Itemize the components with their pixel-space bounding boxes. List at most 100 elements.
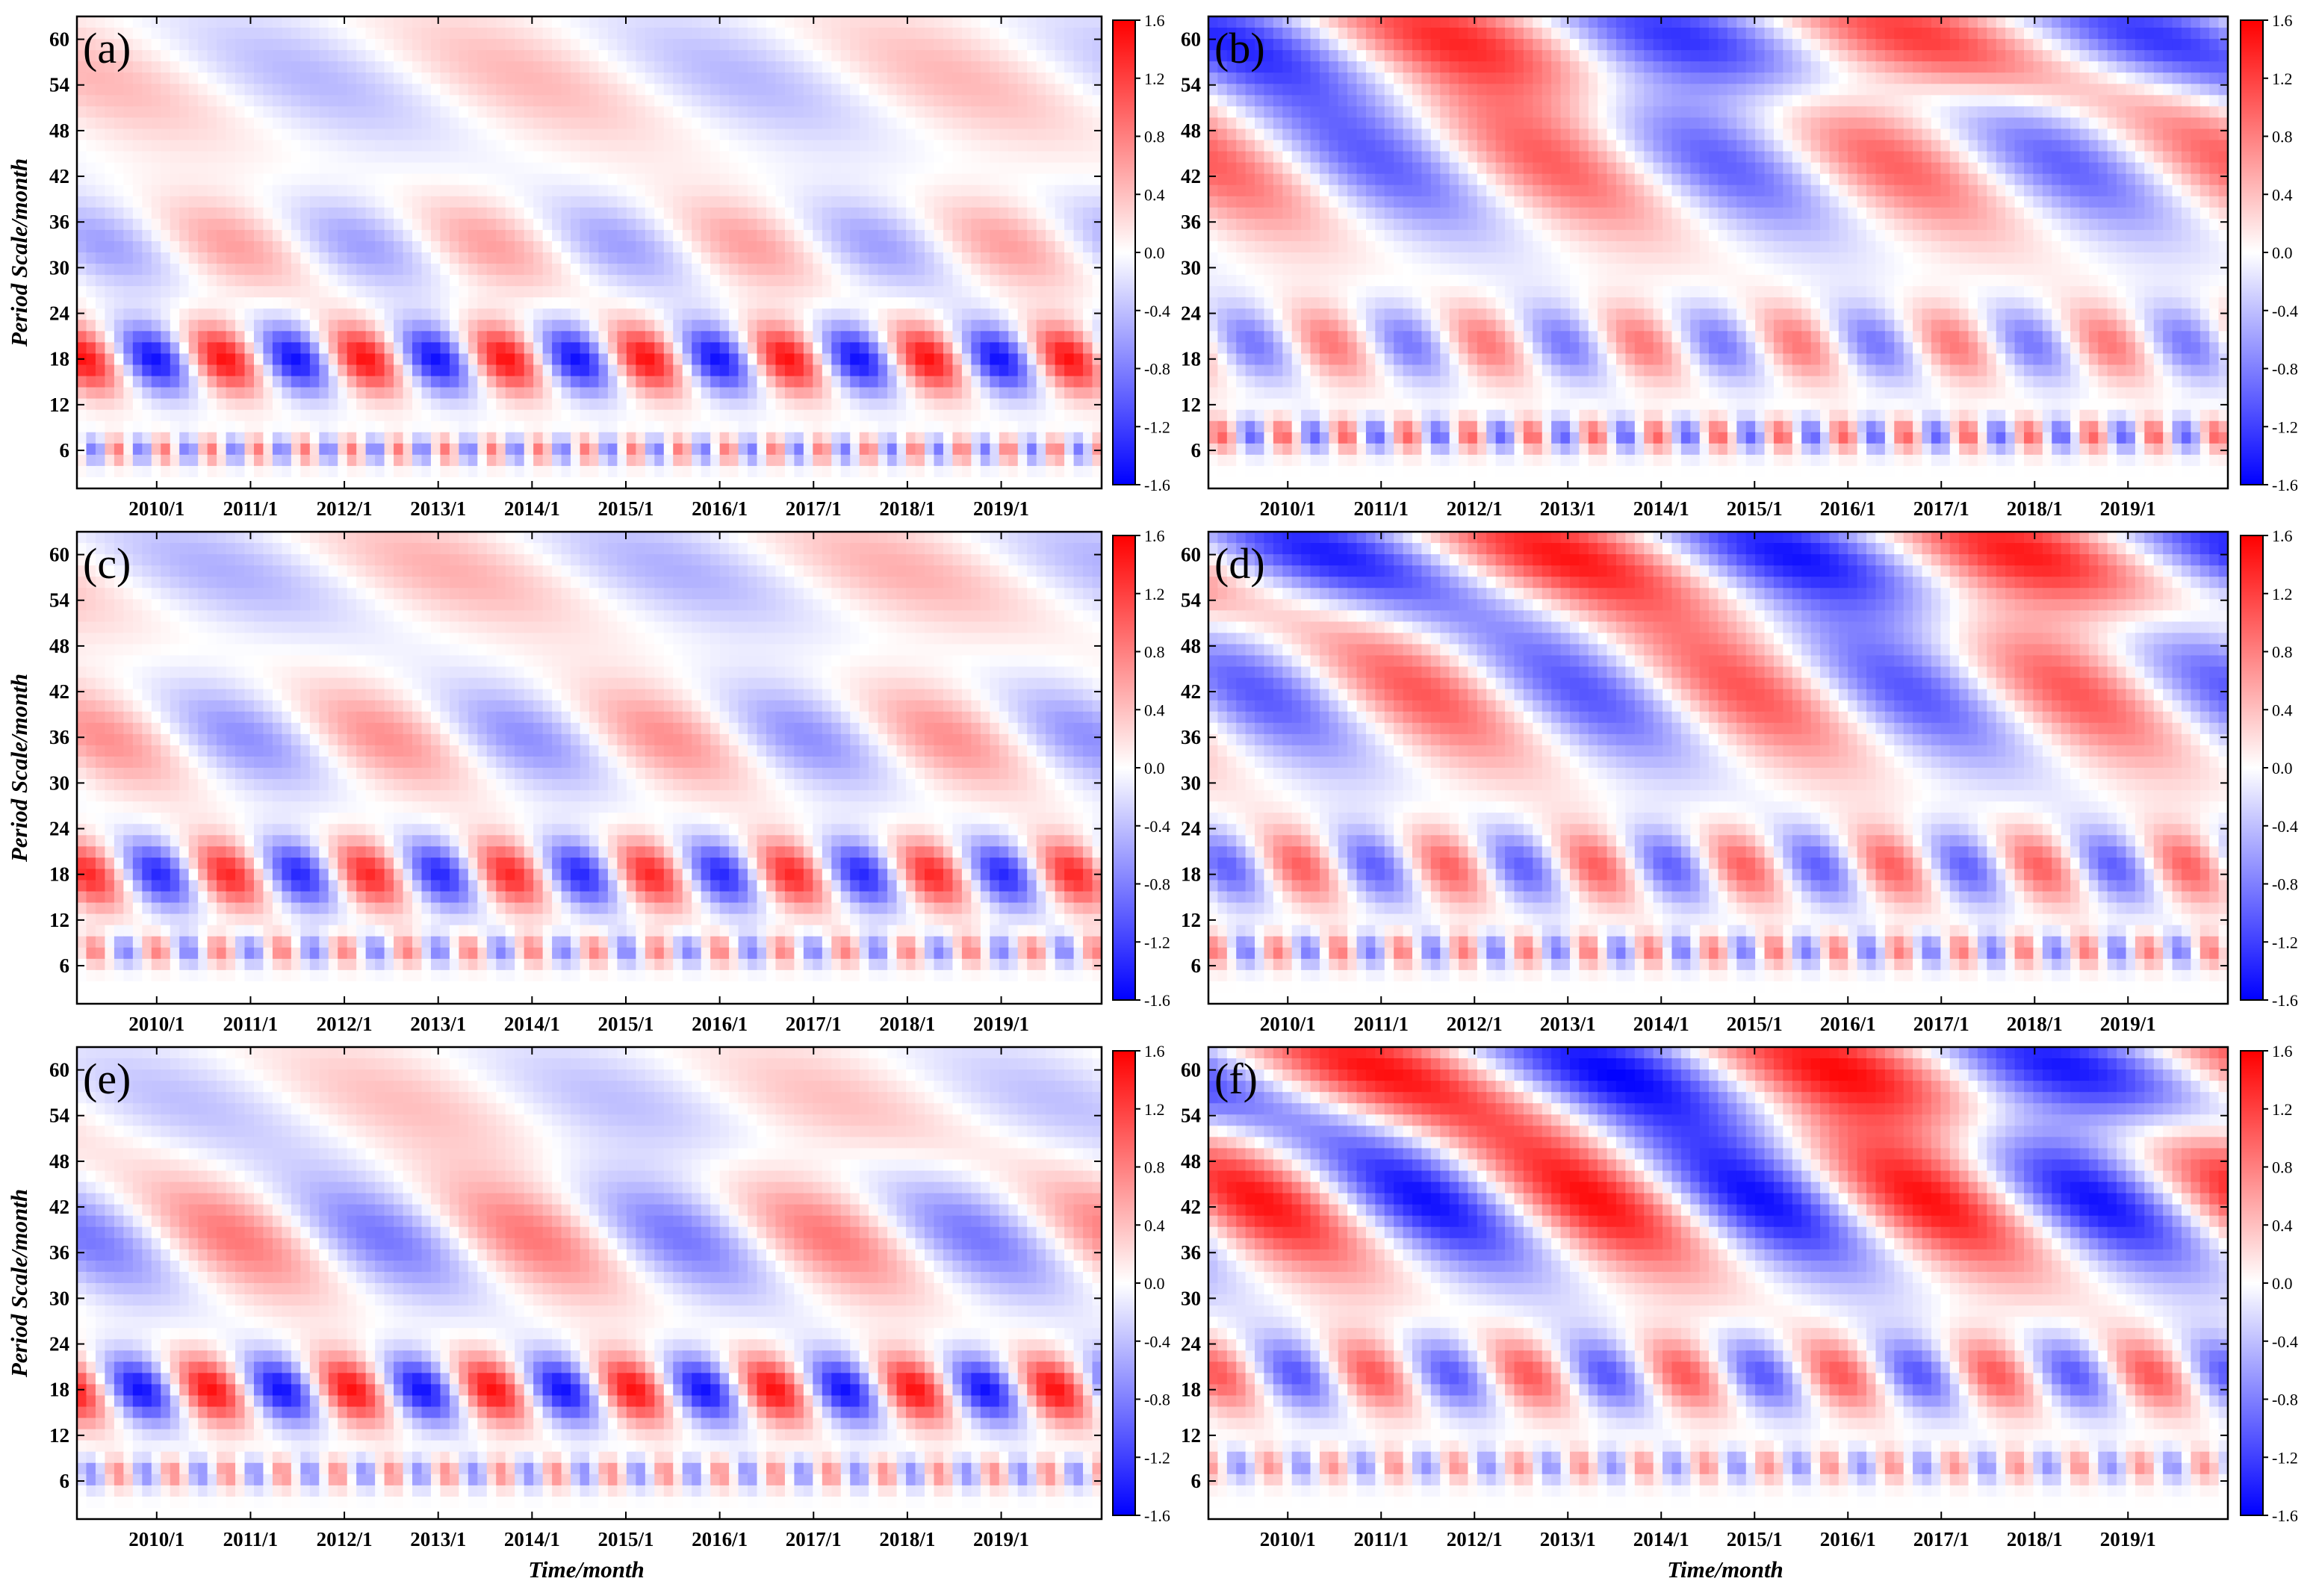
heatmap-cell xyxy=(1008,308,1019,320)
heatmap-cell xyxy=(198,432,208,444)
heatmap-cell xyxy=(775,162,786,175)
heatmap-cell xyxy=(1083,28,1093,40)
heatmap-cell xyxy=(365,61,376,73)
heatmap-cell xyxy=(1027,50,1037,62)
heatmap-cell xyxy=(449,106,459,119)
heatmap-cell xyxy=(132,432,143,444)
heatmap-cell xyxy=(123,229,134,242)
heatmap-cell xyxy=(757,364,767,377)
heatmap-cell xyxy=(449,376,459,388)
heatmap-cell xyxy=(253,320,264,332)
heatmap-cell xyxy=(878,252,888,264)
heatmap-cell xyxy=(188,252,199,264)
heatmap-cell xyxy=(1884,28,1895,40)
heatmap-cell xyxy=(105,275,115,287)
heatmap-cell xyxy=(179,28,190,40)
heatmap-cell xyxy=(1514,16,1524,28)
heatmap-cell xyxy=(980,409,990,422)
heatmap-cell xyxy=(738,229,748,242)
heatmap-cell xyxy=(840,420,851,433)
heatmap-cell xyxy=(282,308,292,320)
heatmap-cell xyxy=(794,39,804,51)
heatmap-cell xyxy=(300,443,311,456)
heatmap-cell xyxy=(822,151,832,164)
heatmap-cell xyxy=(961,39,972,51)
heatmap-cell xyxy=(105,364,115,377)
heatmap-cell xyxy=(925,196,935,208)
heatmap-cell xyxy=(589,229,600,242)
heatmap-cell xyxy=(151,465,161,478)
heatmap-cell xyxy=(179,50,190,62)
heatmap-cell xyxy=(188,443,199,456)
heatmap-cell xyxy=(375,331,385,343)
heatmap-cell xyxy=(142,140,152,152)
heatmap-cell xyxy=(571,409,581,422)
heatmap-cell xyxy=(840,308,851,320)
heatmap-cell xyxy=(142,184,152,197)
heatmap-cell xyxy=(328,398,338,411)
heatmap-cell xyxy=(114,140,124,152)
heatmap-cell xyxy=(719,196,730,208)
heatmap-cell xyxy=(561,117,571,130)
heatmap-cell xyxy=(673,61,683,73)
heatmap-cell xyxy=(328,162,338,175)
heatmap-cell xyxy=(123,240,134,253)
heatmap-cell xyxy=(1027,420,1037,433)
heatmap-cell xyxy=(1083,264,1093,276)
heatmap-cell xyxy=(132,50,143,62)
heatmap-cell xyxy=(440,353,450,366)
heatmap-cell xyxy=(142,39,152,51)
heatmap-cell xyxy=(328,432,338,444)
heatmap-cell xyxy=(542,364,553,377)
heatmap-cell xyxy=(617,409,627,422)
heatmap-cell xyxy=(878,39,888,51)
heatmap-cell xyxy=(86,297,96,309)
heatmap-cell xyxy=(1008,39,1019,51)
heatmap-cell xyxy=(309,297,320,309)
heatmap-cell xyxy=(1027,342,1037,355)
heatmap-cell xyxy=(356,140,367,152)
heatmap-cell xyxy=(1083,353,1093,366)
heatmap-cell xyxy=(114,454,124,467)
heatmap-cell xyxy=(1421,39,1432,51)
heatmap-cell xyxy=(738,297,748,309)
heatmap-cell xyxy=(589,286,600,298)
heatmap-cell xyxy=(421,16,432,28)
heatmap-cell xyxy=(552,61,562,73)
heatmap-cell xyxy=(263,39,273,51)
heatmap-cell xyxy=(412,353,423,366)
heatmap-cell xyxy=(384,16,394,28)
heatmap-cell xyxy=(412,207,423,220)
heatmap-cell xyxy=(217,342,227,355)
heatmap-cell xyxy=(114,264,124,276)
heatmap-cell xyxy=(1569,39,1580,51)
heatmap-cell xyxy=(1375,28,1385,40)
heatmap-cell xyxy=(990,61,1000,73)
heatmap-cells xyxy=(1208,16,2228,488)
heatmap-cell xyxy=(1064,342,1075,355)
heatmap-cell xyxy=(291,50,301,62)
heatmap-cell xyxy=(906,432,916,444)
heatmap-cell xyxy=(850,84,860,96)
heatmap-cell xyxy=(244,95,255,107)
heatmap-cell xyxy=(207,16,217,28)
heatmap-cell xyxy=(915,331,925,343)
heatmap-cell xyxy=(999,409,1009,422)
heatmap-cell xyxy=(999,117,1009,130)
heatmap-cell xyxy=(142,252,152,264)
heatmap-cell xyxy=(1347,16,1358,28)
heatmap-cell xyxy=(943,95,954,107)
heatmap-cell xyxy=(542,331,553,343)
heatmap-cell xyxy=(719,72,730,84)
heatmap-cell xyxy=(1055,39,1065,51)
heatmap-cell xyxy=(1073,320,1084,332)
heatmap-cell xyxy=(1027,252,1037,264)
heatmap-cell xyxy=(859,353,869,366)
heatmap-cell xyxy=(803,342,813,355)
heatmap-cell xyxy=(505,50,515,62)
heatmap-cell xyxy=(1036,95,1046,107)
heatmap-cell xyxy=(589,151,600,164)
heatmap-cell xyxy=(617,264,627,276)
heatmap-cell xyxy=(123,476,134,488)
heatmap-cell xyxy=(1036,320,1046,332)
